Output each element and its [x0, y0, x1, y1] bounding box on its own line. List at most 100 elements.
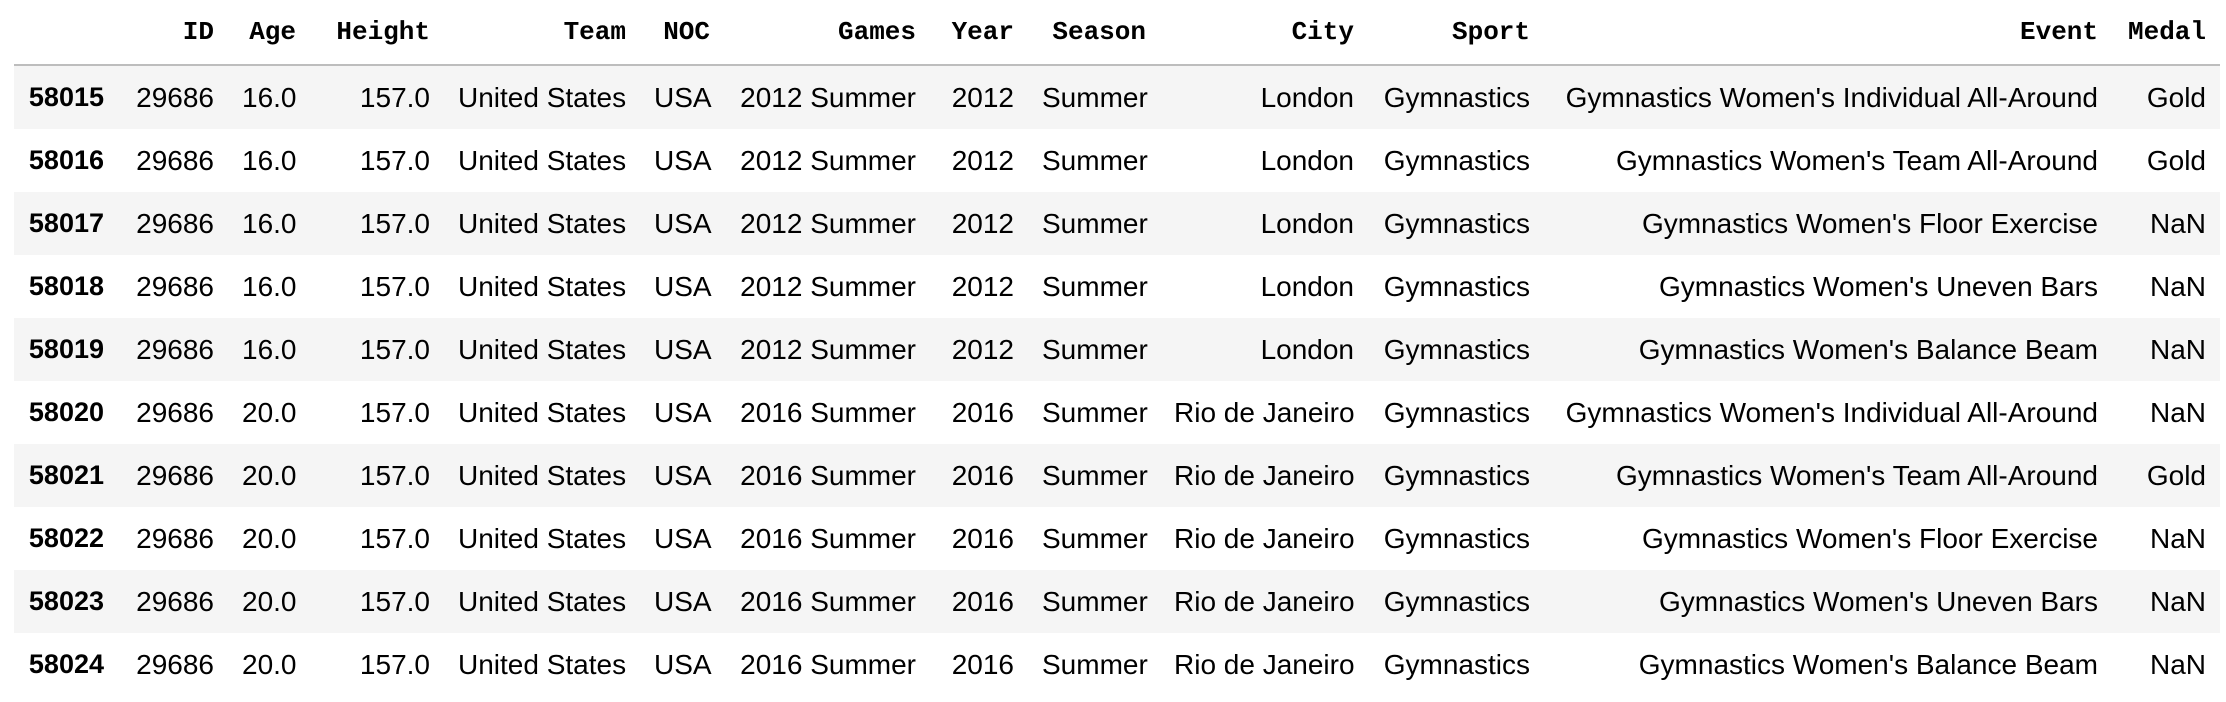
cell-noc: USA [654, 585, 712, 617]
cell-id: 29686 [136, 333, 214, 365]
row-index: 58022 [28, 523, 104, 553]
header-height: Height [310, 0, 444, 66]
cell-team: United States [458, 207, 627, 239]
cell-height: 157.0 [359, 333, 430, 365]
cell-city: London [1260, 144, 1354, 176]
cell-medal: NaN [2149, 585, 2206, 617]
cell-sport: Gymnastics [1383, 459, 1530, 491]
cell-city: Rio de Janeiro [1174, 522, 1355, 554]
cell-city: London [1260, 207, 1354, 239]
cell-event: Gymnastics Women's Team All-Around [1615, 144, 2098, 176]
cell-season: Summer [1042, 333, 1148, 365]
cell-sport: Gymnastics [1383, 648, 1530, 680]
header-index [14, 0, 118, 66]
cell-event: Gymnastics Women's Balance Beam [1638, 333, 2098, 365]
cell-age: 20.0 [242, 459, 297, 491]
table-row: 58015 29686 16.0 157.0 United States USA… [14, 65, 2220, 129]
cell-id: 29686 [136, 396, 214, 428]
header-city: City [1160, 0, 1368, 66]
cell-season: Summer [1042, 522, 1148, 554]
cell-team: United States [458, 459, 627, 491]
cell-season: Summer [1042, 585, 1148, 617]
cell-year: 2012 [951, 333, 1014, 365]
cell-team: United States [458, 522, 627, 554]
table-row: 58016 29686 16.0 157.0 United States USA… [14, 129, 2220, 192]
cell-event: Gymnastics Women's Team All-Around [1615, 459, 2098, 491]
cell-event: Gymnastics Women's Floor Exercise [1641, 522, 2098, 554]
cell-year: 2016 [951, 585, 1014, 617]
row-index: 58019 [28, 334, 104, 364]
cell-year: 2012 [951, 144, 1014, 176]
cell-height: 157.0 [359, 522, 430, 554]
cell-id: 29686 [136, 648, 214, 680]
table-row: 58022 29686 20.0 157.0 United States USA… [14, 507, 2220, 570]
cell-noc: USA [654, 648, 712, 680]
cell-event: Gymnastics Women's Balance Beam [1638, 648, 2098, 680]
cell-age: 16.0 [242, 144, 297, 176]
header-age: Age [228, 0, 310, 66]
cell-medal: NaN [2149, 522, 2206, 554]
cell-games: 2012 Summer [740, 333, 916, 365]
cell-medal: Gold [2146, 459, 2206, 491]
cell-team: United States [458, 81, 627, 113]
cell-sport: Gymnastics [1383, 270, 1530, 302]
header-season: Season [1028, 0, 1160, 66]
row-index: 58018 [28, 271, 104, 301]
dataframe-output: ID Age Height Team NOC Games Year Season… [14, 0, 2220, 696]
cell-height: 157.0 [359, 270, 430, 302]
cell-medal: NaN [2149, 207, 2206, 239]
cell-height: 157.0 [359, 144, 430, 176]
table-row: 58021 29686 20.0 157.0 United States USA… [14, 444, 2220, 507]
cell-sport: Gymnastics [1383, 585, 1530, 617]
cell-id: 29686 [136, 270, 214, 302]
cell-age: 20.0 [242, 585, 297, 617]
cell-noc: USA [654, 396, 712, 428]
cell-games: 2012 Summer [740, 207, 916, 239]
cell-noc: USA [654, 270, 712, 302]
cell-season: Summer [1042, 648, 1148, 680]
cell-height: 157.0 [359, 207, 430, 239]
row-index: 58021 [28, 460, 104, 490]
table-header: ID Age Height Team NOC Games Year Season… [14, 0, 2220, 66]
cell-age: 16.0 [242, 207, 297, 239]
cell-team: United States [458, 585, 627, 617]
cell-sport: Gymnastics [1383, 396, 1530, 428]
cell-noc: USA [654, 333, 712, 365]
cell-height: 157.0 [359, 648, 430, 680]
cell-team: United States [458, 396, 627, 428]
cell-noc: USA [654, 81, 712, 113]
cell-medal: NaN [2149, 270, 2206, 302]
table-row: 58024 29686 20.0 157.0 United States USA… [14, 633, 2220, 696]
cell-season: Summer [1042, 144, 1148, 176]
cell-age: 20.0 [242, 396, 297, 428]
cell-medal: Gold [2146, 81, 2206, 113]
cell-height: 157.0 [359, 81, 430, 113]
cell-season: Summer [1042, 270, 1148, 302]
cell-event: Gymnastics Women's Floor Exercise [1641, 207, 2098, 239]
table-row: 58023 29686 20.0 157.0 United States USA… [14, 570, 2220, 633]
cell-games: 2016 Summer [740, 522, 916, 554]
header-games: Games [724, 0, 930, 66]
cell-event: Gymnastics Women's Individual All-Around [1565, 396, 2098, 428]
cell-season: Summer [1042, 396, 1148, 428]
cell-medal: NaN [2149, 648, 2206, 680]
cell-sport: Gymnastics [1383, 333, 1530, 365]
cell-noc: USA [654, 522, 712, 554]
cell-city: Rio de Janeiro [1174, 585, 1355, 617]
table-row: 58019 29686 16.0 157.0 United States USA… [14, 318, 2220, 381]
cell-sport: Gymnastics [1383, 207, 1530, 239]
row-index: 58016 [28, 145, 104, 175]
header-noc: NOC [640, 0, 724, 66]
row-index: 58020 [28, 397, 104, 427]
cell-height: 157.0 [359, 585, 430, 617]
cell-medal: NaN [2149, 396, 2206, 428]
cell-year: 2016 [951, 396, 1014, 428]
cell-year: 2012 [951, 270, 1014, 302]
cell-team: United States [458, 333, 627, 365]
cell-games: 2012 Summer [740, 81, 916, 113]
cell-games: 2016 Summer [740, 459, 916, 491]
header-team: Team [444, 0, 640, 66]
cell-city: Rio de Janeiro [1174, 396, 1355, 428]
row-index: 58017 [28, 208, 104, 238]
cell-season: Summer [1042, 459, 1148, 491]
